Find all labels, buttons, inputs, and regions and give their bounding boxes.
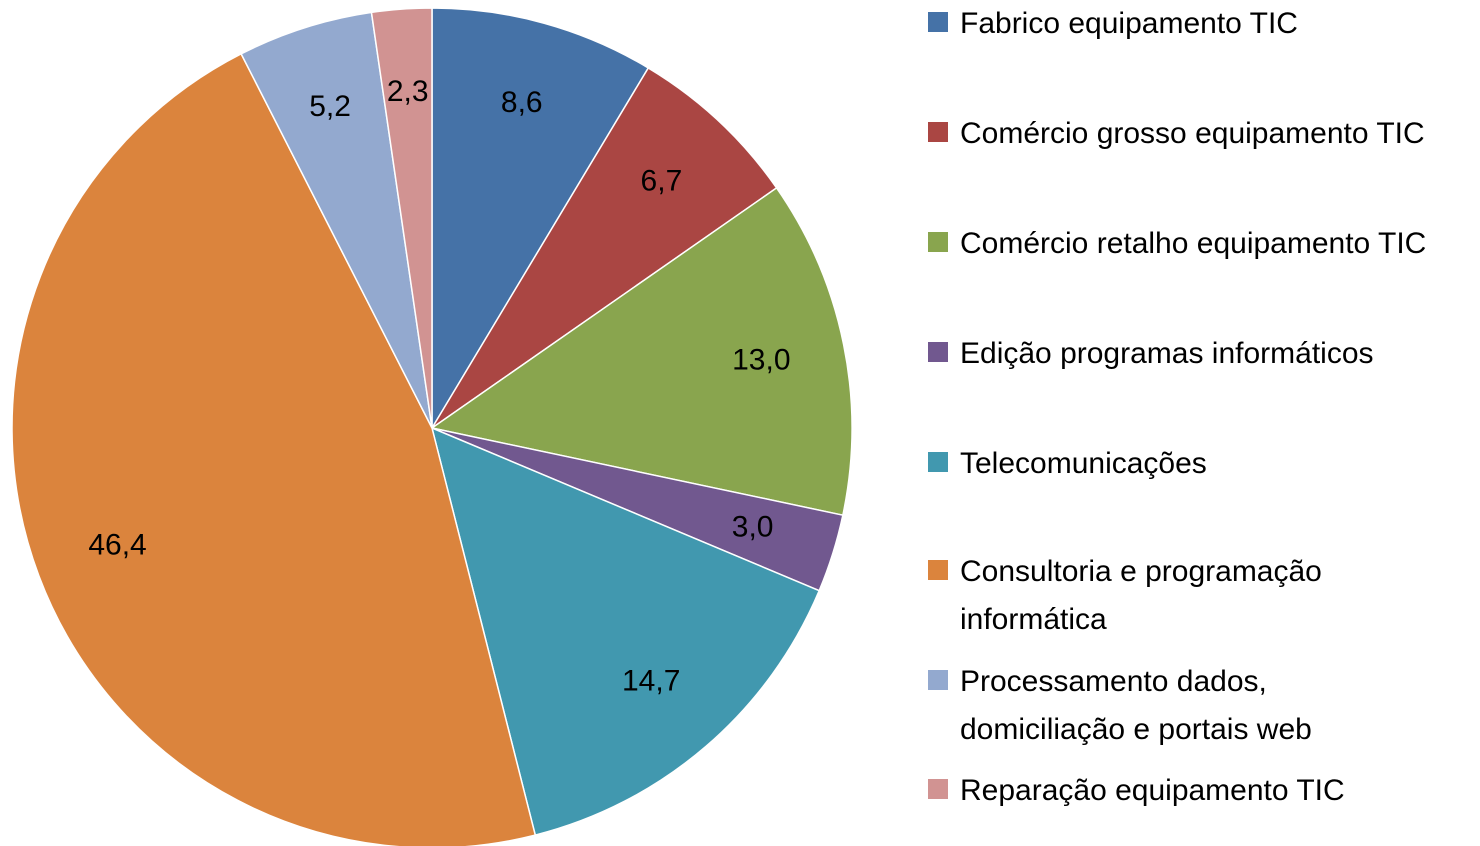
legend: Fabrico equipamento TIC Comércio grosso e…	[928, 0, 1480, 846]
legend-label: Fabrico equipamento TIC	[960, 7, 1298, 40]
legend-label: Comércio retalho equipamento TIC	[960, 227, 1427, 260]
legend-item: Reparação equipamento TIC	[928, 767, 1430, 815]
chart: 8,6 6,7 13,0 3,0 14,7 46,4 5,2 2,3	[11, 7, 853, 846]
legend-label: Consultoria e programação informática	[960, 555, 1322, 636]
data-label: 8,6	[501, 86, 543, 119]
legend-swatch	[928, 452, 948, 472]
legend-label: Edição programas informáticos	[960, 337, 1374, 370]
pie-slice	[431, 66, 778, 429]
legend-item: Edição programas informáticos	[928, 330, 1430, 378]
legend-swatch	[928, 12, 948, 32]
pie-slice	[370, 7, 433, 429]
pie-slice	[431, 7, 650, 431]
legend-item: Consultoria e programação informática	[928, 548, 1430, 644]
legend-item: Comércio grosso equipamento TIC	[928, 110, 1430, 158]
legend-swatch	[928, 560, 948, 580]
legend-item: Fabrico equipamento TIC	[928, 0, 1430, 48]
legend-swatch	[928, 342, 948, 362]
pie-slice	[430, 186, 853, 517]
data-label: 14,7	[622, 665, 680, 698]
legend-swatch	[928, 670, 948, 690]
legend-label: Processamento dados, domiciliação e port…	[960, 665, 1312, 746]
data-label: 3,0	[732, 510, 774, 543]
legend-item: Comércio retalho equipamento TIC	[928, 220, 1430, 268]
legend-swatch	[928, 122, 948, 142]
legend-swatch	[928, 232, 948, 252]
pie-slice	[430, 426, 821, 837]
data-label: 2,3	[387, 75, 429, 108]
data-label: 6,7	[641, 164, 683, 197]
data-label: 13,0	[732, 343, 790, 376]
data-label: 5,2	[309, 90, 351, 123]
legend-item: Telecomunicações	[928, 440, 1430, 488]
pie-slice	[240, 11, 433, 429]
legend-label: Telecomunicações	[960, 447, 1207, 480]
pie-slice	[11, 52, 537, 846]
data-label: 46,4	[88, 528, 146, 561]
legend-item: Processamento dados, domiciliação e port…	[928, 658, 1430, 754]
legend-label: Comércio grosso equipamento TIC	[960, 117, 1425, 150]
legend-swatch	[928, 779, 948, 799]
legend-label: Reparação equipamento TIC	[960, 774, 1345, 807]
